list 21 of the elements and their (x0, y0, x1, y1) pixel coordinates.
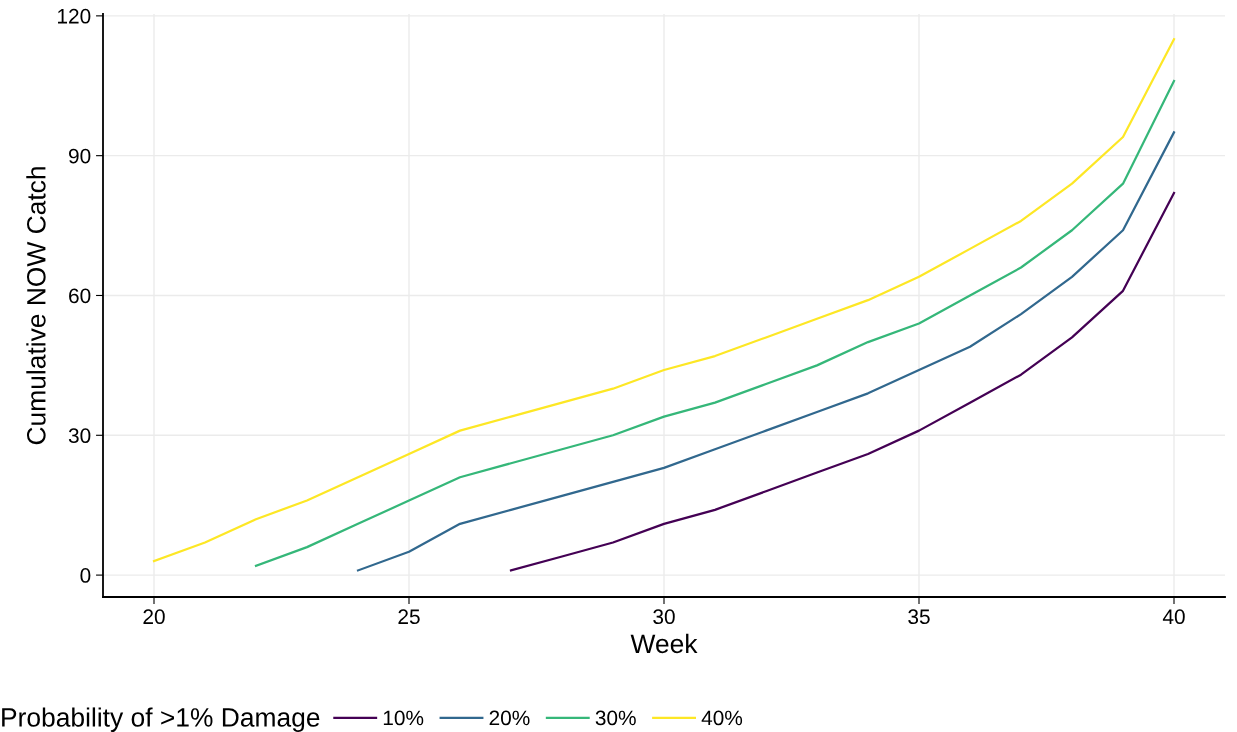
y-tick-label: 120 (58, 8, 91, 24)
y-tick-label: 60 (69, 288, 91, 304)
x-tick-label: 35 (908, 609, 930, 625)
y-axis-title: Cumulative NOW Catch (26, 167, 46, 445)
y-tick-label: 0 (80, 568, 91, 583)
y-tick-label: 30 (68, 428, 91, 444)
x-tick-label: 30 (653, 609, 675, 625)
x-tick-label: 25 (398, 609, 420, 625)
legend-label: 20% (489, 710, 530, 726)
legend-label: 30% (595, 710, 636, 726)
line-series (152, 38, 1176, 563)
legend-title: Probability of >1% Damage (2, 707, 320, 732)
x-tick-label: 20 (143, 609, 165, 625)
x-tick-label: 40 (1162, 609, 1185, 625)
legend-label: 40% (701, 710, 743, 726)
line-series (254, 80, 1176, 567)
legend-label: 10% (383, 710, 424, 726)
x-axis-title: Week (630, 633, 698, 654)
y-tick-label: 90 (69, 148, 91, 164)
line-series (356, 131, 1176, 572)
line-series (509, 191, 1176, 572)
